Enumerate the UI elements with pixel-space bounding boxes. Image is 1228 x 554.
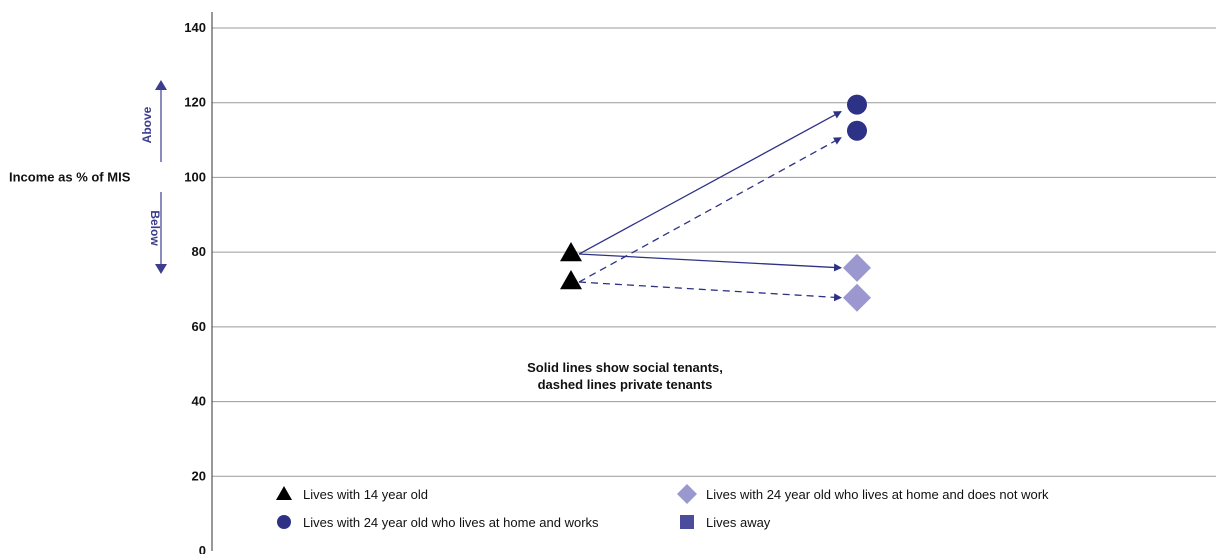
y-tick-label: 140 — [184, 20, 206, 35]
grid-lines — [212, 27, 1216, 477]
transition-line — [578, 111, 842, 255]
below-label: Below — [148, 210, 162, 246]
y-tick-label: 0 — [199, 543, 206, 554]
annotation: Solid lines show social tenants, dashed l… — [527, 360, 723, 392]
y-tick-label: 20 — [192, 468, 206, 483]
above-arrow-head — [155, 80, 167, 90]
legend-marker-circle — [277, 515, 291, 529]
data-point-diamond — [843, 253, 871, 282]
y-tick-label: 80 — [192, 244, 206, 259]
data-points — [560, 94, 871, 312]
data-point-triangle — [560, 242, 582, 262]
legend-marker-diamond — [677, 484, 697, 504]
annotation-line: dashed lines private tenants — [538, 377, 713, 392]
above-label: Above — [140, 106, 154, 143]
legend-marker-triangle — [276, 486, 292, 500]
y-tick-label: 120 — [184, 95, 206, 110]
data-point-triangle — [560, 270, 582, 290]
legend-label: Lives with 14 year old — [303, 487, 428, 502]
data-point-circle — [847, 94, 867, 115]
transition-line — [578, 253, 842, 272]
y-axis-title: Income as % of MIS — [9, 169, 131, 184]
legend: Lives with 14 year old Lives with 24 year… — [276, 484, 1049, 530]
legend-label: Lives away — [706, 515, 771, 530]
y-axis-labels: 0 20 40 60 80 100 120 140 Income as % of MIS Abov… — [9, 20, 206, 554]
annotation-line: Solid lines show social tenants, — [527, 360, 723, 375]
y-tick-label: 60 — [192, 319, 206, 334]
transition-line — [578, 281, 842, 302]
data-point-circle — [847, 120, 867, 141]
legend-label: Lives with 24 year old who lives at home… — [303, 515, 599, 530]
y-tick-label: 40 — [192, 394, 206, 409]
y-tick-label: 100 — [184, 169, 206, 184]
legend-label: Lives with 24 year old who lives at home… — [706, 487, 1049, 502]
legend-marker-square — [680, 515, 694, 529]
transition-line — [578, 137, 842, 283]
transition-lines — [578, 111, 842, 302]
below-arrow-head — [155, 264, 167, 274]
data-point-diamond — [843, 283, 871, 312]
